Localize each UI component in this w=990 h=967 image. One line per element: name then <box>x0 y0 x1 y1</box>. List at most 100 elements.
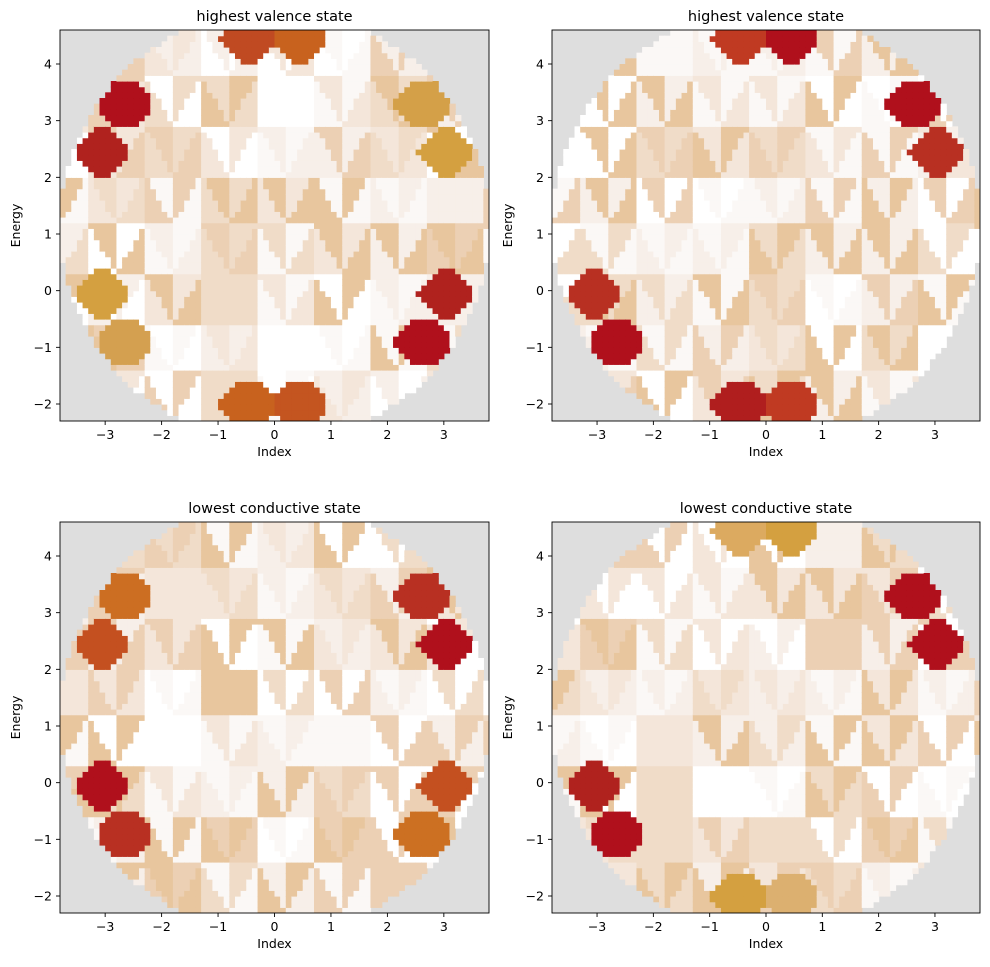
heatmap-cell <box>110 245 118 252</box>
heatmap-cell <box>443 290 451 297</box>
heatmap-cell <box>88 115 95 122</box>
heatmap-cell <box>155 160 163 167</box>
heatmap-cell <box>443 120 451 127</box>
heatmap-cell <box>438 285 445 292</box>
heatmap-cell <box>552 239 559 246</box>
heatmap-cell <box>364 217 372 224</box>
heatmap-cell <box>234 109 242 116</box>
heatmap-cell <box>438 154 445 161</box>
heatmap-cell <box>257 222 264 229</box>
heatmap-cell <box>195 137 202 144</box>
heatmap-cell <box>302 81 309 88</box>
heatmap-cell <box>246 370 253 377</box>
heatmap-cell <box>297 194 304 201</box>
heatmap-cell <box>206 149 214 156</box>
heatmap-cell <box>613 137 621 144</box>
heatmap-cell <box>404 262 411 269</box>
heatmap-cell <box>359 364 366 371</box>
heatmap-cell <box>212 64 219 71</box>
heatmap-cell <box>460 132 468 139</box>
heatmap-cell <box>421 183 428 190</box>
heatmap-cell <box>466 183 473 190</box>
heatmap-cell <box>387 234 394 241</box>
heatmap-cell <box>359 171 366 178</box>
heatmap-cell <box>342 285 349 292</box>
heatmap-cell <box>184 194 191 201</box>
heatmap-cell <box>93 171 101 178</box>
heatmap-cell <box>308 188 315 195</box>
heatmap-cell <box>161 307 168 314</box>
heatmap-cell <box>263 166 270 173</box>
heatmap-cell <box>195 171 202 178</box>
heatmap-cell <box>201 302 208 309</box>
heatmap-cell <box>105 324 112 331</box>
heatmap-cell <box>421 149 428 156</box>
heatmap-cell <box>330 364 338 371</box>
y-tick-label: 0 <box>44 283 52 298</box>
heatmap-cell <box>393 324 400 331</box>
heatmap-cell <box>432 228 439 235</box>
heatmap-cell <box>314 194 321 201</box>
heatmap-cell <box>608 183 615 190</box>
heatmap-cell <box>585 273 593 280</box>
heatmap-cell <box>364 370 372 377</box>
heatmap-cell <box>263 160 270 167</box>
heatmap-cell <box>150 137 157 144</box>
heatmap-cell <box>251 358 259 365</box>
heatmap-cell <box>251 205 259 212</box>
heatmap-cell <box>421 120 428 127</box>
heatmap-cell <box>381 262 388 269</box>
heatmap-cell <box>76 217 84 224</box>
heatmap-cell <box>229 302 236 309</box>
heatmap-cell <box>404 364 411 371</box>
heatmap-cell <box>404 222 411 229</box>
heatmap-cell <box>370 285 377 292</box>
heatmap-cell <box>597 103 604 110</box>
heatmap-cell <box>122 353 129 360</box>
heatmap-cell <box>291 415 298 421</box>
heatmap-cell <box>268 211 276 218</box>
heatmap-cell <box>336 211 343 218</box>
heatmap-cell <box>116 222 123 229</box>
heatmap-cell <box>455 324 462 331</box>
heatmap-cell <box>229 200 236 207</box>
heatmap-cell <box>597 120 604 127</box>
heatmap-cell <box>105 211 112 218</box>
heatmap-cell <box>268 358 276 365</box>
heatmap-cell <box>184 251 191 258</box>
heatmap-cell <box>257 415 264 421</box>
heatmap-cell <box>110 273 118 280</box>
heatmap-cell <box>625 307 632 314</box>
heatmap-cell <box>133 200 140 207</box>
heatmap-cell <box>404 103 411 110</box>
heatmap-cell <box>308 64 315 71</box>
heatmap-cell <box>415 228 422 235</box>
heatmap-cell <box>280 92 287 99</box>
heatmap-cell <box>206 330 214 337</box>
heatmap-cell <box>105 205 112 212</box>
heatmap-cell <box>443 126 451 133</box>
heatmap-cell <box>246 211 253 218</box>
heatmap-cell <box>330 143 338 150</box>
heatmap-cell <box>268 86 276 93</box>
heatmap-cell <box>438 307 445 314</box>
heatmap-cell <box>319 115 326 122</box>
heatmap-cell <box>359 58 366 65</box>
heatmap-cell <box>218 245 225 252</box>
heatmap-cell <box>172 285 180 292</box>
heatmap-cell <box>568 160 576 167</box>
heatmap-cell <box>319 279 326 286</box>
heatmap-cell <box>155 171 163 178</box>
heatmap-cell <box>167 143 174 150</box>
heatmap-cell <box>268 149 276 156</box>
heatmap-cell <box>393 143 400 150</box>
heatmap-cell <box>347 404 355 411</box>
heatmap-cell <box>387 92 394 99</box>
heatmap-cell <box>184 166 191 173</box>
heatmap-cell <box>602 86 609 93</box>
heatmap-cell <box>246 302 253 309</box>
heatmap-cell <box>342 149 349 156</box>
heatmap-cell <box>127 319 134 326</box>
heatmap-cell <box>88 126 95 133</box>
heatmap-cell <box>302 30 309 37</box>
